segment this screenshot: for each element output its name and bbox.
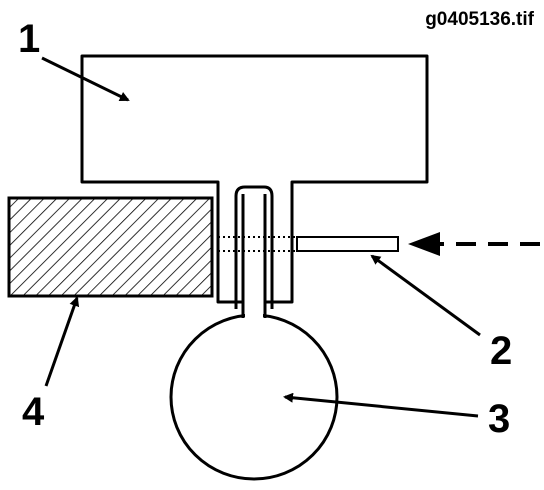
figure-file-id: g0405136.tif <box>425 9 534 30</box>
callout-2: 2 <box>490 329 512 373</box>
callout-4: 4 <box>22 390 45 434</box>
capillary-tube <box>234 185 274 309</box>
bulb <box>169 313 339 481</box>
leader-arrow-2 <box>370 254 481 337</box>
thin-slide <box>296 236 399 252</box>
callout-3: 3 <box>488 397 510 441</box>
hatched-block <box>7 196 214 298</box>
leader-arrow-3 <box>283 392 479 418</box>
callout-1: 1 <box>18 17 40 61</box>
leader-arrow-1 <box>41 56 130 102</box>
incoming-arrow-icon <box>408 232 440 256</box>
leader-arrow-4 <box>44 296 80 387</box>
bulb-neck-mask <box>245 300 263 324</box>
